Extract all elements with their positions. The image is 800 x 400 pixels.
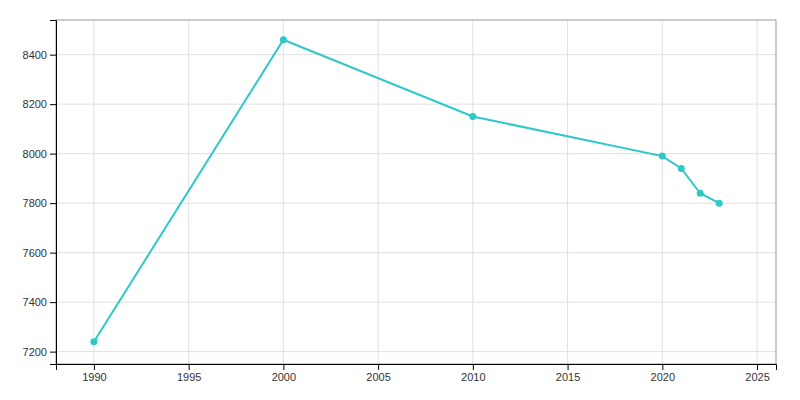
grid-line-y — [56, 252, 776, 253]
point — [697, 190, 704, 197]
y-axis: 7200 7400 7600 7800 8000 8200 8400 — [23, 21, 57, 365]
y-tick: 7200 — [23, 346, 56, 358]
grid-line-x — [567, 20, 568, 364]
x-tick: 2025 — [745, 364, 769, 383]
line — [94, 40, 719, 342]
x-tick-mark — [378, 364, 379, 370]
grid-line-x — [757, 20, 758, 364]
grid-line-y — [56, 203, 776, 204]
y-tick-mark — [50, 55, 56, 56]
x-tick-mark — [473, 364, 474, 370]
point — [469, 113, 476, 120]
x-tick-mark — [757, 364, 758, 370]
y-tick-mark — [50, 302, 56, 303]
y-tick-label: 7800 — [23, 197, 47, 209]
x-tick: 1995 — [177, 364, 201, 383]
grid-line-x — [93, 20, 94, 364]
y-tick-label: 7200 — [23, 346, 47, 358]
plot-frame — [56, 20, 776, 364]
grid-line-x — [472, 20, 473, 364]
x-tick: 2000 — [272, 364, 296, 383]
y-tick: 8000 — [23, 148, 56, 160]
x-axis: 1990 1995 2000 2005 2010 2015 2020 2025 — [57, 364, 777, 383]
y-tick-label: 7600 — [23, 247, 47, 259]
point — [90, 338, 97, 345]
x-tick-mark — [94, 364, 95, 370]
x-tick-label: 1990 — [82, 371, 106, 383]
grid-line-x — [662, 20, 663, 364]
x-tick-label: 2015 — [556, 371, 580, 383]
point — [716, 200, 723, 207]
x-tick-label: 2020 — [651, 371, 675, 383]
plot-area: 1990 1995 2000 2005 2010 2015 2020 2025 7200 7400… — [23, 20, 777, 383]
grid-line-y — [56, 104, 776, 105]
y-tick-label: 7400 — [23, 296, 47, 308]
grid-line-y — [56, 153, 776, 154]
x-tick: 2015 — [556, 364, 580, 383]
point — [280, 36, 287, 43]
y-tick-label: 8400 — [23, 49, 47, 61]
y-tick-mark — [50, 203, 56, 204]
x-tick: 2020 — [651, 364, 675, 383]
grid-line-x — [378, 20, 379, 364]
chart-container: 1990 1995 2000 2005 2010 2015 2020 2025 7200 7400… — [0, 0, 800, 400]
x-tick-mark — [662, 364, 663, 370]
x-axis-line — [57, 365, 777, 371]
point — [678, 165, 685, 172]
y-axis-line — [50, 21, 57, 365]
series-group — [90, 36, 722, 345]
y-tick: 8200 — [23, 98, 56, 110]
y-tick-label: 8000 — [23, 148, 47, 160]
y-tick: 7800 — [23, 197, 56, 209]
y-tick: 7600 — [23, 247, 56, 259]
x-tick: 2005 — [366, 364, 390, 383]
grid — [56, 20, 776, 364]
y-tick-mark — [50, 104, 56, 105]
chart-svg: 1990 1995 2000 2005 2010 2015 2020 2025 7200 7400… — [0, 0, 800, 400]
grid-line-y — [56, 351, 776, 352]
point — [659, 153, 666, 160]
y-tick: 8400 — [23, 49, 56, 61]
x-tick-mark — [568, 364, 569, 370]
grid-line-x — [283, 20, 284, 364]
y-tick-label: 8200 — [23, 98, 47, 110]
x-tick-mark — [189, 364, 190, 370]
grid-line-y — [56, 302, 776, 303]
x-tick-label: 2000 — [272, 371, 296, 383]
y-tick-mark — [50, 154, 56, 155]
y-tick-mark — [50, 253, 56, 254]
grid-line-y — [56, 54, 776, 55]
x-tick-label: 1995 — [177, 371, 201, 383]
x-tick-label: 2005 — [366, 371, 390, 383]
x-tick-label: 2025 — [745, 371, 769, 383]
x-tick: 1990 — [82, 364, 106, 383]
x-tick-mark — [283, 364, 284, 370]
x-tick-label: 2010 — [461, 371, 485, 383]
y-tick-mark — [50, 352, 56, 353]
y-tick: 7400 — [23, 296, 56, 308]
x-tick: 2010 — [461, 364, 485, 383]
